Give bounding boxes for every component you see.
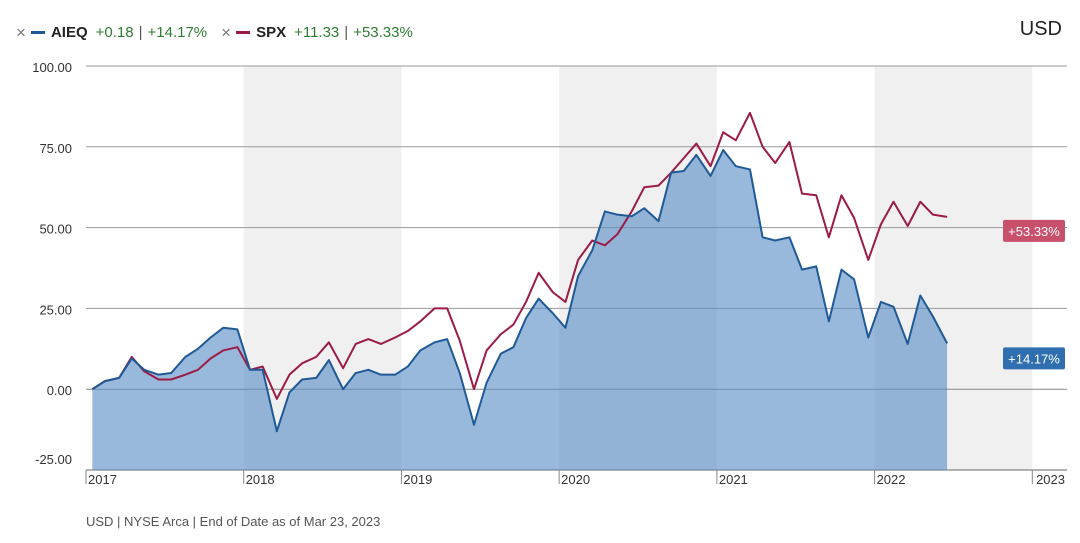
x-tick-label-3: 2020: [561, 472, 590, 487]
x-tick-label-2: 2019: [403, 472, 432, 487]
end-label-bg-spx: [1003, 219, 1065, 242]
spx-change-abs: +11.33: [294, 23, 340, 41]
end-label-bg-aieq: [1003, 347, 1065, 370]
aieq-change-abs: +0.18: [95, 23, 134, 41]
spx-swatch: [236, 30, 251, 34]
remove-aieq-close-icon[interactable]: ×: [16, 22, 26, 42]
aieq-line: [91, 149, 949, 433]
aieq-area: [92, 150, 948, 471]
x-tick-label-5: 2022: [877, 472, 906, 487]
spx-line: [91, 111, 948, 400]
y-tick-label-3: 25.00: [39, 302, 72, 317]
currency-label: USD: [1019, 18, 1062, 40]
end-label-spx: +53.33%: [1008, 224, 1060, 239]
legend-item-spx: × SPX +11.33 | +53.33%: [221, 24, 413, 41]
y-tick-label-4: 0.00: [47, 383, 72, 398]
x-tick-label-6: 2023: [1036, 472, 1065, 487]
x-tick-label-0: 2017: [88, 472, 117, 487]
y-tick-label-1: 75.00: [39, 141, 72, 156]
aieq-separator: |: [138, 23, 143, 41]
footnote: USD | NYSE Arca | End of Date as of Mar …: [86, 514, 381, 529]
x-tick-label-1: 2018: [246, 472, 275, 487]
aieq-change-pct: +14.17%: [147, 23, 208, 41]
y-tick-label-5: -25.00: [35, 452, 72, 467]
aieq-swatch: [30, 30, 45, 34]
y-tick-label-0: 100.00: [32, 60, 72, 75]
aieq-ticker: AIEQ: [50, 23, 88, 41]
x-tick-label-4: 2021: [719, 472, 748, 487]
y-tick-label-2: 50.00: [39, 222, 72, 237]
legend-item-aieq: × AIEQ +0.18 | +14.17%: [16, 24, 207, 41]
end-label-aieq: +14.17%: [1008, 351, 1060, 366]
spx-change-pct: +53.33%: [353, 23, 413, 41]
spx-separator: |: [344, 23, 349, 41]
remove-spx-close-icon[interactable]: ×: [221, 22, 232, 42]
legend: × AIEQ +0.18 | +14.17% × SPX +11.33 | +5…: [16, 20, 427, 44]
spx-ticker: SPX: [256, 23, 287, 41]
performance-chart[interactable]: 100.00 75.00 50.00 25.00 0.00 -25.00 2017 2018 2…: [0, 56, 1080, 496]
